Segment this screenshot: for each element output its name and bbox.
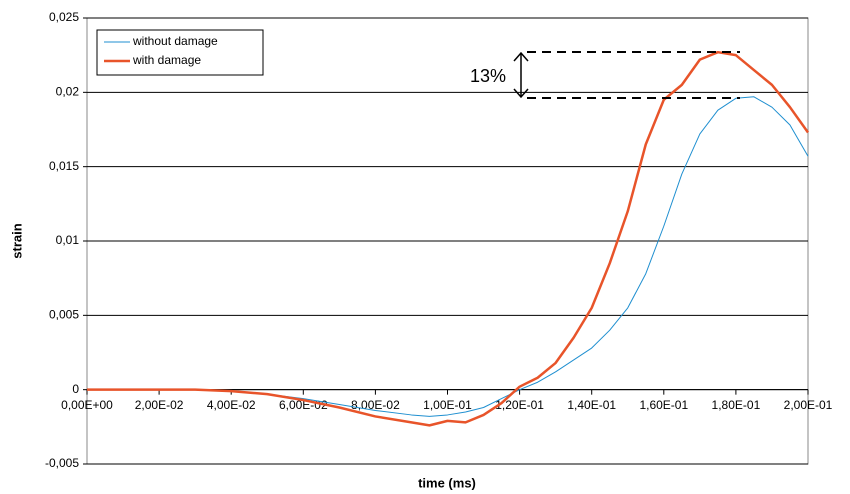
x-tick-label: 1,40E-01 <box>567 398 616 412</box>
y-axis-title: strain <box>9 223 24 258</box>
y-tick-label: -0,005 <box>45 456 79 470</box>
legend: without damage with damage <box>96 29 264 76</box>
x-tick-label: 2,00E-02 <box>135 398 184 412</box>
series-line <box>87 50 810 427</box>
x-tick-label: 2,00E-01 <box>784 398 833 412</box>
y-tick-label: 0,005 <box>49 308 79 322</box>
x-tick-label: 0,00E+00 <box>61 398 113 412</box>
legend-label: without damage <box>132 34 218 48</box>
arrow-head <box>513 51 529 99</box>
annotation: 13% <box>470 51 740 99</box>
annotation-text: 13% <box>470 66 506 86</box>
legend-label: with damage <box>132 53 201 67</box>
y-tick-label: 0,01 <box>56 233 80 247</box>
y-tick-label: 0 <box>72 382 79 396</box>
x-tick-label: 8,00E-02 <box>351 398 400 412</box>
legend-box <box>96 29 264 76</box>
x-tick-label: 1,60E-01 <box>639 398 688 412</box>
y-tick-label: 0,015 <box>49 159 79 173</box>
x-tick-label: 4,00E-02 <box>207 398 256 412</box>
plot-content: -0,005 0 0,005 0,01 0,015 0,02 0,025 0,00E+00 2,… <box>45 10 833 470</box>
y-tick-label: 0,025 <box>49 10 79 24</box>
x-tick-label: 1,00E-01 <box>423 398 472 412</box>
x-axis-title: time (ms) <box>418 475 476 490</box>
y-tick-label: 0,02 <box>56 85 80 99</box>
x-tick-label: 1,20E-01 <box>495 398 544 412</box>
x-tick-label: 6,00E-02 <box>279 398 328 412</box>
x-tick-label: 1,80E-01 <box>712 398 761 412</box>
